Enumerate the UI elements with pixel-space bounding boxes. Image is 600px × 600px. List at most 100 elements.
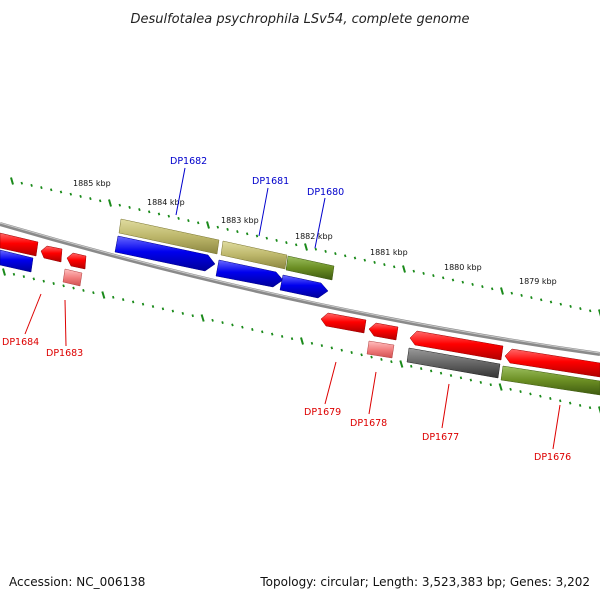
upper-scale-major-tick — [402, 265, 406, 273]
gene-feature-red-small-1[interactable] — [40, 245, 63, 263]
map-title: Desulfotalea psychrophila LSv54, complet… — [130, 12, 469, 27]
lower-scale-minor-tick — [578, 403, 582, 407]
upper-scale-major-tick — [500, 287, 504, 295]
upper-scale-minor-tick — [539, 298, 543, 302]
lower-scale-minor-tick — [62, 284, 65, 288]
gene-feature-blue-2[interactable] — [215, 259, 284, 288]
lower-scale-minor-tick — [519, 390, 522, 394]
upper-scale-minor-tick — [451, 278, 455, 282]
lower-scale-minor-tick — [559, 399, 562, 403]
upper-scale-minor-tick — [20, 181, 24, 185]
gene-feature-blue-1[interactable] — [114, 235, 216, 272]
lower-scale-minor-tick — [121, 298, 125, 302]
lower-scale-minor-tick — [280, 334, 284, 338]
upper-scale-minor-tick — [118, 203, 122, 207]
upper-scale-minor-tick — [432, 274, 435, 278]
upper-scale-minor-tick — [265, 236, 269, 240]
tick-label-1880: 1880 kbp — [444, 263, 482, 272]
lower-scale-major-tick — [598, 406, 600, 414]
lower-scale-minor-tick — [568, 401, 572, 405]
lower-scale-minor-tick — [112, 295, 115, 299]
gene-label-DP1684[interactable]: DP1684 — [2, 337, 39, 348]
gene-feature-red-DP1679[interactable] — [320, 312, 367, 334]
gene-feature-gray-1[interactable] — [406, 347, 501, 379]
gene-feature-red-long-2[interactable] — [504, 348, 600, 378]
gene-feature-green-1[interactable] — [285, 255, 335, 281]
upper-scale-minor-tick — [216, 225, 220, 229]
lower-scale-minor-tick — [12, 272, 16, 276]
upper-scale-minor-tick — [138, 208, 141, 212]
lower-scale-minor-tick — [161, 307, 165, 311]
upper-scale-minor-tick — [128, 205, 131, 209]
gene-label-DP1676[interactable]: DP1676 — [534, 452, 571, 463]
upper-scale-minor-tick — [30, 183, 33, 187]
lower-scale-minor-tick — [469, 378, 473, 382]
lower-scale-minor-tick — [261, 330, 264, 334]
lower-scale-minor-tick — [449, 374, 453, 377]
upper-scale-minor-tick — [383, 263, 386, 267]
upper-scale-minor-tick — [177, 216, 180, 220]
lower-scale-minor-tick — [270, 332, 274, 336]
upper-scale-track — [10, 177, 600, 317]
gene-label-DP1681[interactable]: DP1681 — [252, 176, 289, 187]
lower-scale-minor-tick — [310, 341, 314, 345]
lower-scale-major-tick — [200, 314, 205, 322]
upper-scale-minor-tick — [89, 197, 92, 201]
lower-scale-minor-tick — [181, 311, 185, 315]
lower-scale-major-tick — [300, 337, 304, 345]
lower-scale-minor-tick — [340, 348, 343, 352]
lower-scale-minor-tick — [191, 314, 194, 318]
lower-scale-minor-tick — [52, 282, 55, 285]
gene-label-DP1680[interactable]: DP1680 — [307, 187, 344, 198]
gene-feature-red-DP1678a[interactable] — [368, 322, 399, 341]
upper-scale-minor-tick — [285, 241, 288, 245]
upper-scale-minor-tick — [59, 190, 63, 194]
upper-scale-major-tick — [598, 309, 600, 317]
gene-feature-red-left[interactable] — [0, 232, 39, 257]
gene-label-DP1678[interactable]: DP1678 — [350, 418, 387, 429]
upper-scale-minor-tick — [275, 238, 278, 242]
lower-scale-minor-tick — [231, 323, 234, 327]
upper-scale-minor-tick — [481, 285, 484, 289]
upper-scale-minor-tick — [334, 252, 337, 256]
lower-scale-minor-tick — [320, 344, 324, 348]
gene-feature-pink-1[interactable] — [62, 268, 83, 287]
gene-label-DP1683[interactable]: DP1683 — [46, 348, 83, 359]
gene-feature-pink-2[interactable] — [366, 340, 395, 359]
lower-scale-major-tick — [399, 360, 404, 368]
upper-scale-minor-tick — [49, 188, 53, 192]
upper-scale-minor-tick — [461, 280, 465, 284]
upper-scale-minor-tick — [392, 265, 396, 269]
gene-feature-olive-1[interactable] — [118, 218, 220, 255]
gene-feature-olive-2[interactable] — [220, 240, 288, 270]
lower-scale-minor-tick — [529, 392, 532, 396]
upper-scale-minor-tick — [98, 199, 102, 203]
upper-scale-minor-tick — [569, 304, 572, 308]
lower-scale-minor-tick — [330, 346, 334, 350]
label-leaders — [24, 167, 561, 450]
lower-scale-minor-tick — [439, 371, 443, 375]
upper-scale-minor-tick — [343, 254, 347, 258]
tick-label-1883: 1883 kbp — [221, 216, 259, 225]
gene-feature-red-small-2[interactable] — [66, 252, 87, 270]
upper-scale-minor-tick — [363, 258, 367, 262]
upper-scale-minor-tick — [236, 230, 239, 234]
lower-scale-minor-tick — [370, 355, 373, 359]
tick-label-1885: 1885 kbp — [73, 179, 111, 188]
genome-backbone — [0, 222, 600, 356]
gene-feature-green-2[interactable] — [500, 365, 600, 396]
upper-scale-minor-tick — [422, 271, 425, 275]
lower-scale-track — [2, 268, 600, 414]
gene-feature-blue-left[interactable] — [0, 249, 34, 273]
upper-scale-minor-tick — [559, 302, 563, 306]
gene-label-DP1679[interactable]: DP1679 — [304, 407, 341, 418]
gene-label-DP1677[interactable]: DP1677 — [422, 432, 459, 443]
lower-scale-minor-tick — [410, 364, 413, 368]
lower-scale-minor-tick — [92, 291, 95, 295]
gene-feature-red-long-1[interactable] — [409, 330, 504, 361]
gene-label-DP1682[interactable]: DP1682 — [170, 156, 207, 167]
gene-feature-blue-3[interactable] — [279, 274, 329, 299]
upper-scale-minor-tick — [255, 234, 259, 238]
upper-scale-minor-tick — [245, 232, 249, 236]
lower-scale-minor-tick — [350, 351, 353, 354]
